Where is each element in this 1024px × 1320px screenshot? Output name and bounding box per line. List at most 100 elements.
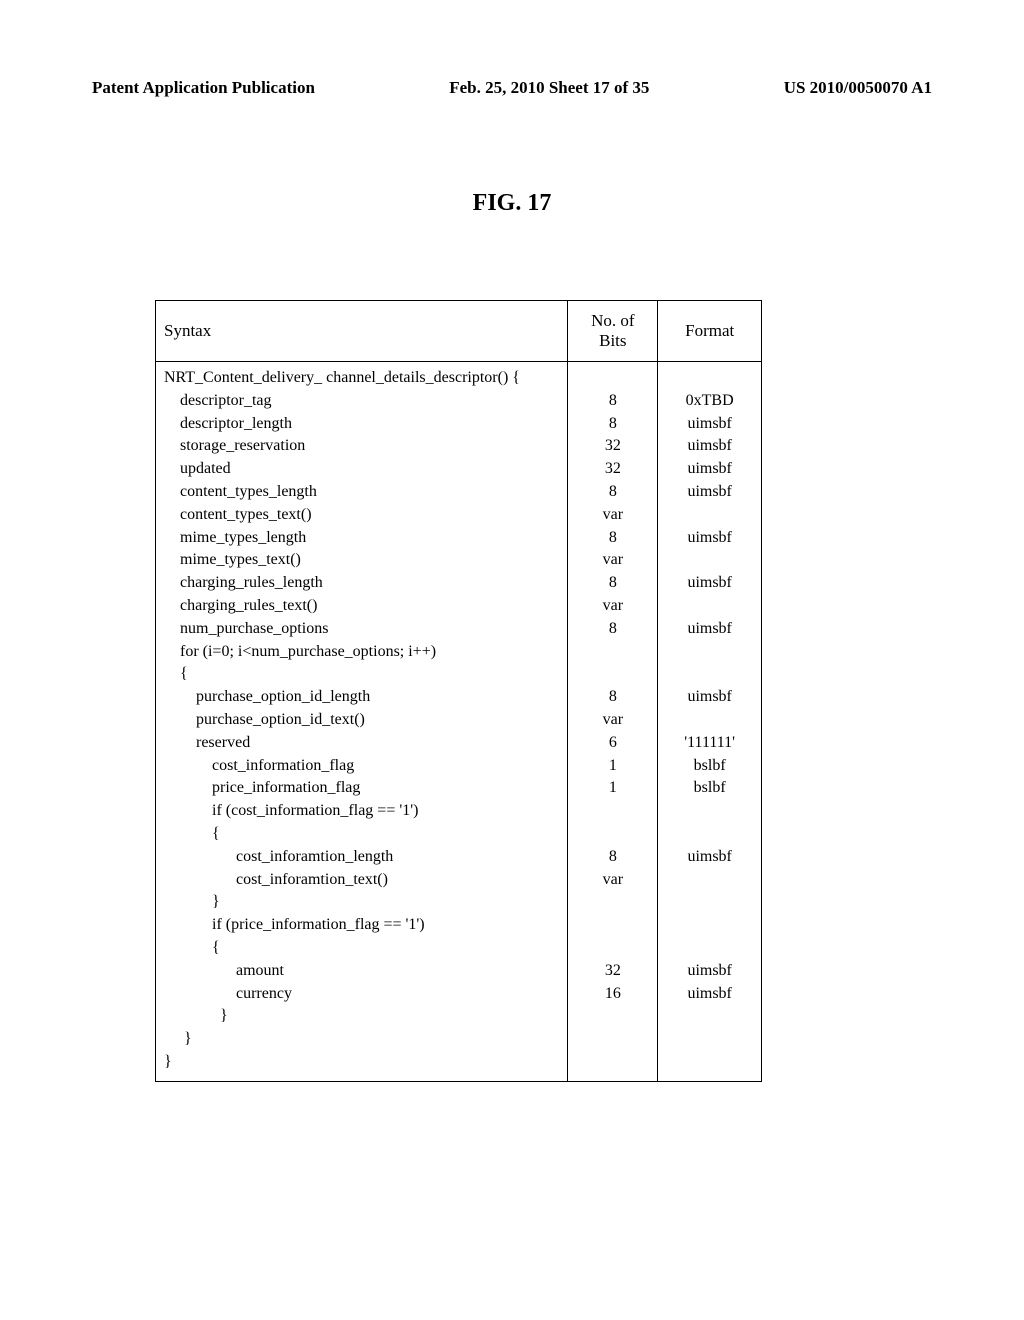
table-row: num_purchase_options8uimsbf xyxy=(156,618,761,641)
column-header-syntax: Syntax xyxy=(156,301,568,362)
table-row: for (i=0; i<num_purchase_options; i++) xyxy=(156,641,761,664)
cell-bits: 8 xyxy=(568,527,658,550)
column-header-bits: No. of Bits xyxy=(568,301,658,362)
cell-format: '111111' xyxy=(658,732,761,755)
cell-format xyxy=(658,1028,761,1051)
cell-bits xyxy=(568,823,658,846)
cell-format: uimsbf xyxy=(658,458,761,481)
table-row: currency16uimsbf xyxy=(156,983,761,1006)
table-row: charging_rules_text()var xyxy=(156,595,761,618)
table-row: if (price_information_flag == '1') xyxy=(156,914,761,937)
cell-format: uimsbf xyxy=(658,481,761,504)
table-row: descriptor_tag80xTBD xyxy=(156,390,761,413)
cell-bits xyxy=(568,1051,658,1081)
cell-bits xyxy=(568,891,658,914)
cell-format xyxy=(658,663,761,686)
table-row: content_types_length8uimsbf xyxy=(156,481,761,504)
cell-bits: 32 xyxy=(568,458,658,481)
header-center: Feb. 25, 2010 Sheet 17 of 35 xyxy=(449,78,649,98)
table-row: } xyxy=(156,1028,761,1051)
cell-syntax: storage_reservation xyxy=(156,435,568,458)
cell-bits xyxy=(568,1028,658,1051)
cell-bits: 8 xyxy=(568,686,658,709)
cell-bits: 32 xyxy=(568,960,658,983)
figure-title: FIG. 17 xyxy=(0,190,1024,217)
cell-syntax: mime_types_length xyxy=(156,527,568,550)
cell-format xyxy=(658,1051,761,1081)
cell-syntax: charging_rules_text() xyxy=(156,595,568,618)
cell-format xyxy=(658,709,761,732)
table-row: cost_inforamtion_text()var xyxy=(156,869,761,892)
cell-bits: 8 xyxy=(568,481,658,504)
table-row: purchase_option_id_text()var xyxy=(156,709,761,732)
cell-bits xyxy=(568,937,658,960)
cell-bits: 32 xyxy=(568,435,658,458)
cell-format xyxy=(658,937,761,960)
table-row: } xyxy=(156,1005,761,1028)
cell-format: uimsbf xyxy=(658,846,761,869)
table-row: charging_rules_length8uimsbf xyxy=(156,572,761,595)
cell-bits: var xyxy=(568,869,658,892)
cell-bits xyxy=(568,914,658,937)
table-row: cost_information_flag1bslbf xyxy=(156,755,761,778)
table-row: purchase_option_id_length8uimsbf xyxy=(156,686,761,709)
cell-syntax: purchase_option_id_length xyxy=(156,686,568,709)
cell-bits: 8 xyxy=(568,572,658,595)
cell-syntax: } xyxy=(156,891,568,914)
cell-bits: var xyxy=(568,504,658,527)
cell-format xyxy=(658,914,761,937)
cell-format: uimsbf xyxy=(658,413,761,436)
cell-syntax: updated xyxy=(156,458,568,481)
cell-syntax: currency xyxy=(156,983,568,1006)
table-row: { xyxy=(156,823,761,846)
cell-format xyxy=(658,891,761,914)
table-row: { xyxy=(156,663,761,686)
cell-syntax: charging_rules_length xyxy=(156,572,568,595)
cell-bits: 1 xyxy=(568,777,658,800)
table-row: cost_inforamtion_length8uimsbf xyxy=(156,846,761,869)
cell-format xyxy=(658,1005,761,1028)
cell-format xyxy=(658,504,761,527)
cell-format: uimsbf xyxy=(658,983,761,1006)
table-row: } xyxy=(156,891,761,914)
cell-format: uimsbf xyxy=(658,686,761,709)
cell-syntax: NRT_Content_delivery_ channel_details_de… xyxy=(156,362,568,390)
cell-syntax: purchase_option_id_text() xyxy=(156,709,568,732)
page-header: Patent Application Publication Feb. 25, … xyxy=(92,78,932,98)
cell-format xyxy=(658,595,761,618)
cell-format xyxy=(658,549,761,572)
cell-bits xyxy=(568,641,658,664)
cell-bits: 1 xyxy=(568,755,658,778)
cell-syntax: mime_types_text() xyxy=(156,549,568,572)
cell-syntax: { xyxy=(156,937,568,960)
cell-format: bslbf xyxy=(658,755,761,778)
table-row: if (cost_information_flag == '1') xyxy=(156,800,761,823)
cell-syntax: amount xyxy=(156,960,568,983)
table-row: mime_types_length8uimsbf xyxy=(156,527,761,550)
header-right: US 2010/0050070 A1 xyxy=(784,78,932,98)
cell-bits: var xyxy=(568,595,658,618)
table-row: storage_reservation32uimsbf xyxy=(156,435,761,458)
cell-syntax: cost_information_flag xyxy=(156,755,568,778)
cell-syntax: if (cost_information_flag == '1') xyxy=(156,800,568,823)
cell-format: uimsbf xyxy=(658,527,761,550)
cell-format: uimsbf xyxy=(658,572,761,595)
cell-format xyxy=(658,641,761,664)
cell-bits xyxy=(568,663,658,686)
cell-syntax: price_information_flag xyxy=(156,777,568,800)
cell-syntax: if (price_information_flag == '1') xyxy=(156,914,568,937)
table-row: reserved6'111111' xyxy=(156,732,761,755)
cell-syntax: descriptor_length xyxy=(156,413,568,436)
table-row: mime_types_text()var xyxy=(156,549,761,572)
cell-format xyxy=(658,823,761,846)
table-row: updated32uimsbf xyxy=(156,458,761,481)
cell-syntax: for (i=0; i<num_purchase_options; i++) xyxy=(156,641,568,664)
cell-format xyxy=(658,800,761,823)
cell-syntax: descriptor_tag xyxy=(156,390,568,413)
cell-bits: 16 xyxy=(568,983,658,1006)
cell-format: uimsbf xyxy=(658,618,761,641)
cell-bits: 8 xyxy=(568,390,658,413)
cell-syntax: { xyxy=(156,663,568,686)
cell-format xyxy=(658,362,761,390)
table-row: price_information_flag1bslbf xyxy=(156,777,761,800)
